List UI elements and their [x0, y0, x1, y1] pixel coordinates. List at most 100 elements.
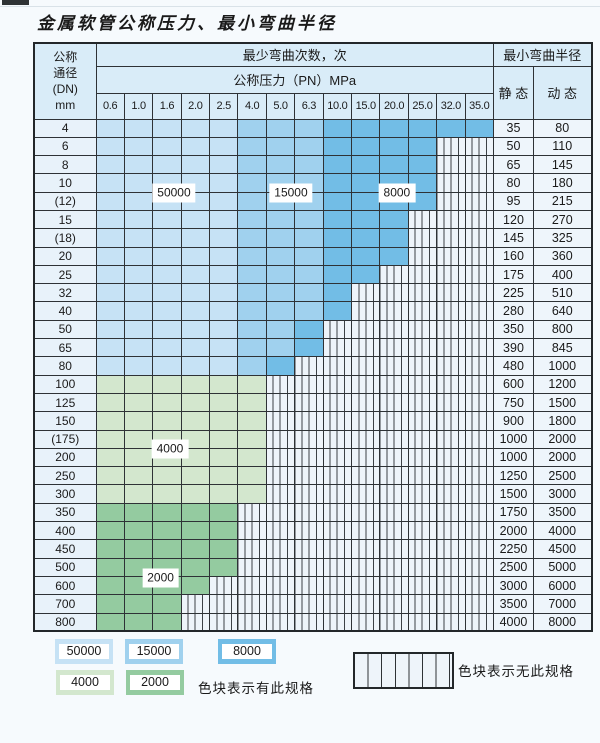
dn-value: 125 [33, 392, 97, 413]
dynamic-radius-value: 270 [532, 209, 593, 230]
pressure-column-header: 35.0 [464, 92, 494, 120]
spec-cell-4000 [209, 466, 239, 486]
spec-cell-15000 [237, 264, 267, 285]
static-radius-value: 95 [492, 191, 534, 211]
spec-cell-15000 [237, 301, 267, 321]
no-spec-cell [265, 575, 296, 596]
spec-cell-15000 [265, 209, 296, 230]
no-spec-cell [436, 283, 466, 303]
spec-cell-2000 [180, 539, 211, 559]
no-spec-cell [436, 228, 466, 248]
spec-cell-8000 [322, 283, 353, 303]
no-spec-cell [379, 557, 409, 577]
dn-header-line: 公称 [53, 50, 78, 65]
spec-cell-8000 [436, 118, 466, 138]
spec-cell-15000 [265, 136, 296, 157]
spec-cell-50000 [180, 301, 211, 321]
no-spec-cell [265, 447, 296, 468]
no-spec-cell [407, 594, 438, 614]
dynamic-radius-value: 1000 [532, 356, 593, 376]
table-row: 350 1750 3500 [33, 502, 593, 523]
spec-cell-4000 [123, 447, 154, 468]
pressure-column-header: 4.0 [237, 92, 267, 120]
legend-swatch-4000: 4000 [56, 670, 114, 695]
spec-cell-8000 [351, 173, 381, 193]
dn-value: 200 [33, 447, 97, 468]
spec-cell-8000 [322, 118, 353, 138]
legend-swatch-50000: 50000 [55, 639, 113, 664]
dn-value: 65 [33, 338, 97, 358]
dn-column-header: 公称 通径 (DN) mm [33, 42, 97, 120]
no-spec-cell [322, 521, 353, 541]
no-spec-cell [407, 374, 438, 394]
spec-cell-50000 [123, 283, 154, 303]
no-spec-cell [237, 539, 267, 559]
no-spec-cell [464, 338, 494, 358]
spec-cell-8000 [407, 118, 438, 138]
no-spec-cell [436, 447, 466, 468]
static-radius-value: 900 [492, 411, 534, 431]
spec-cell-50000 [152, 228, 182, 248]
dynamic-radius-value: 640 [532, 301, 593, 321]
no-spec-cell [407, 264, 438, 285]
spec-cell-50000 [152, 319, 182, 340]
no-spec-cell [265, 557, 296, 577]
no-spec-cell [407, 557, 438, 577]
no-spec-cell [351, 575, 381, 596]
scan-artifact [2, 0, 29, 5]
spec-cell-8000 [379, 136, 409, 157]
table-row: 500 2500 5000 [33, 557, 593, 577]
no-spec-cell [209, 612, 239, 632]
no-spec-cell [464, 319, 494, 340]
spec-cell-15000 [237, 209, 267, 230]
no-spec-cell [351, 502, 381, 523]
spec-cell-2000 [209, 539, 239, 559]
no-spec-cell [464, 447, 494, 468]
spec-cell-2000 [123, 521, 154, 541]
table-row: 50 350 800 [33, 319, 593, 340]
spec-cell-50000 [123, 301, 154, 321]
spec-cell-4000 [95, 447, 125, 468]
spec-cell-50000 [123, 338, 154, 358]
no-spec-cell [407, 209, 438, 230]
spec-cell-2000 [95, 521, 125, 541]
spec-cell-50000 [123, 173, 154, 193]
no-spec-cell [351, 484, 381, 504]
static-radius-value: 600 [492, 374, 534, 394]
spec-cell-50000 [95, 283, 125, 303]
spec-cell-15000 [294, 283, 324, 303]
pressure-column-header: 6.3 [294, 92, 324, 120]
spec-cell-15000 [237, 118, 267, 138]
cycle-label-overlay: 4000 [151, 439, 189, 459]
spec-cell-15000 [265, 338, 296, 358]
pressure-column-header: 1.0 [123, 92, 154, 120]
spec-cell-50000 [123, 118, 154, 138]
spec-cell-2000 [180, 502, 211, 523]
no-spec-cell [436, 191, 466, 211]
spec-cell-8000 [351, 264, 381, 285]
spec-cell-4000 [180, 392, 211, 413]
table-row: 80 480 1000 [33, 356, 593, 376]
spec-cell-8000 [294, 338, 324, 358]
spec-table: 公称 通径 (DN) mm 最少弯曲次数，次 最小弯曲半径 公称压力（PN）MPa 静… [33, 42, 593, 633]
static-radius-value: 160 [492, 246, 534, 266]
no-spec-cell [379, 264, 409, 285]
static-radius-value: 750 [492, 392, 534, 413]
dn-value: 800 [33, 612, 97, 632]
no-spec-cell [407, 246, 438, 266]
spec-cell-15000 [294, 136, 324, 157]
spec-cell-2000 [180, 557, 211, 577]
static-radius-value: 1500 [492, 484, 534, 504]
dynamic-radius-value: 7000 [532, 594, 593, 614]
no-spec-cell [436, 356, 466, 376]
dn-value: 450 [33, 539, 97, 559]
table-row: 15 120 270 [33, 209, 593, 230]
table-row: 65 390 845 [33, 338, 593, 358]
spec-cell-4000 [152, 466, 182, 486]
spec-cell-50000 [95, 191, 125, 211]
no-spec-cell [294, 575, 324, 596]
spec-cell-50000 [123, 228, 154, 248]
spec-cell-8000 [407, 136, 438, 157]
pressure-column-header: 1.6 [152, 92, 182, 120]
table-row: 250 1250 2500 [33, 466, 593, 486]
